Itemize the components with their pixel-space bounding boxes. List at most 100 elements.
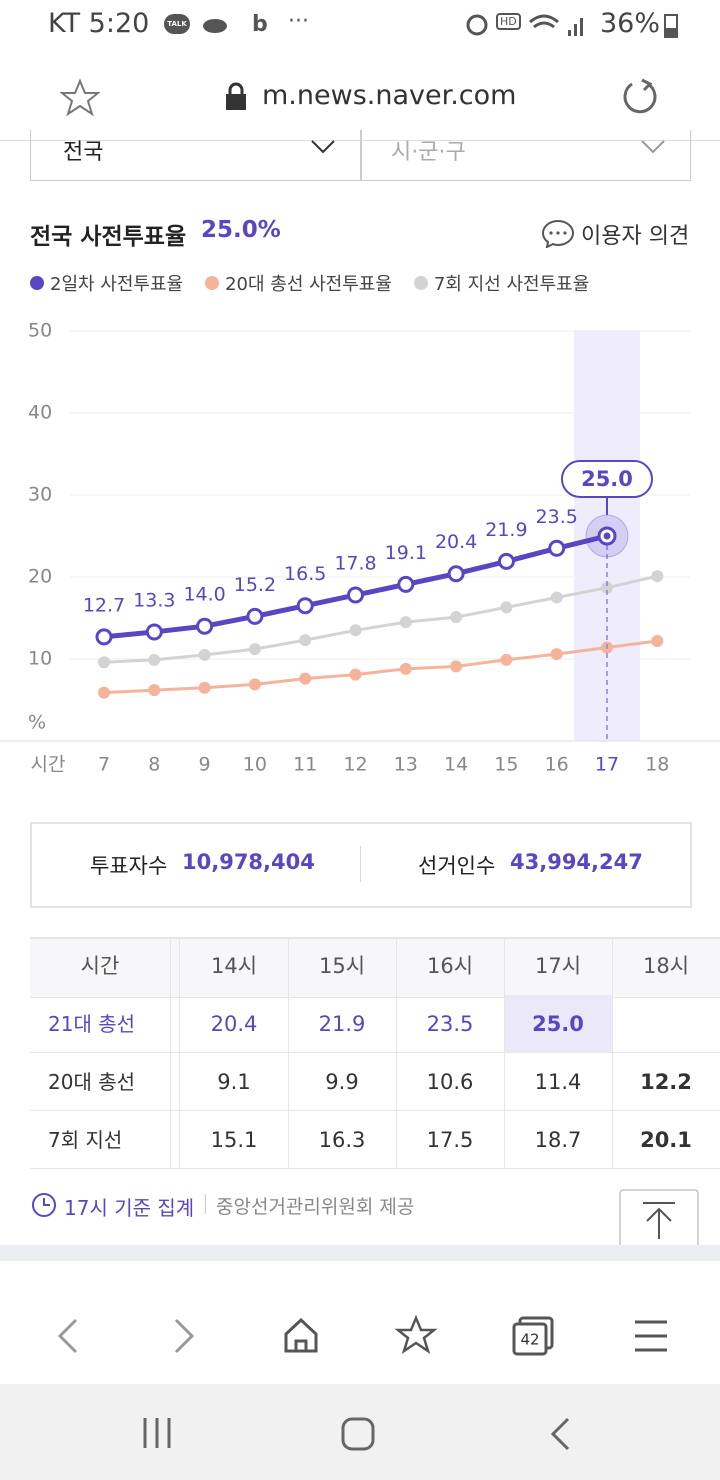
series-line [103, 533, 608, 640]
point [248, 678, 261, 691]
table-cell: 16시 [426, 954, 474, 978]
callout [561, 460, 653, 498]
row-border [30, 1110, 720, 1111]
y-tick-label: 50 [28, 320, 52, 342]
series-line [103, 574, 658, 664]
divider [205, 1194, 206, 1214]
legend-label: 20대 총선 사전투표율 [225, 274, 392, 295]
opinion-link[interactable]: 이용자 의견 [581, 224, 690, 249]
x-tick-label: 7 [98, 754, 110, 776]
point [651, 570, 664, 583]
point [349, 668, 362, 681]
table-cell: 20.1 [640, 1128, 692, 1152]
point-center [603, 532, 611, 540]
point [548, 539, 566, 557]
x-tick-label: 11 [293, 754, 317, 776]
table-cell: 9.1 [217, 1070, 251, 1094]
highlight-cell [505, 995, 612, 1052]
legend-label: 2일차 사전투표율 [50, 274, 184, 295]
series-line [103, 639, 658, 695]
menu[interactable] [635, 1320, 667, 1352]
value-label: 19.1 [385, 542, 427, 564]
recents[interactable] [143, 1418, 171, 1448]
point [95, 628, 113, 646]
table-cell: 15.1 [210, 1128, 258, 1152]
reload[interactable] [620, 76, 660, 116]
tabs[interactable] [512, 1316, 554, 1356]
y-tick-label: 40 [28, 402, 52, 424]
x-axis-label: 시간 [31, 754, 66, 776]
value-label: 12.7 [83, 594, 125, 616]
value-label: 21.9 [485, 519, 527, 541]
system-nav [0, 1384, 720, 1480]
point [500, 653, 513, 666]
status-time: KT 5:20 [48, 8, 150, 39]
table-cell: 17시 [534, 954, 582, 978]
headline-value: 25.0% [201, 217, 281, 243]
electors-label: 선거인수 [418, 854, 496, 878]
home-button[interactable] [341, 1417, 375, 1451]
col-border [170, 937, 180, 1169]
back-button[interactable] [550, 1417, 570, 1451]
x-tick-label: 15 [494, 754, 518, 776]
comment-icon[interactable] [541, 218, 575, 248]
scroll-top[interactable] [619, 1189, 699, 1257]
point [198, 681, 211, 694]
point [296, 597, 314, 615]
table-cell: 20.4 [210, 1012, 258, 1036]
table-cell: 10.6 [426, 1070, 474, 1094]
back[interactable] [57, 1318, 78, 1354]
browser-nav: 42 [57, 1314, 667, 1356]
point [399, 662, 412, 675]
value-label: 23.5 [536, 506, 578, 528]
bookmarks[interactable] [394, 1314, 438, 1354]
svg-text:b: b [252, 12, 268, 37]
table-cell: 15시 [318, 954, 366, 978]
point [450, 660, 463, 673]
region-select[interactable]: 전국 [30, 130, 362, 181]
headline-label: 전국 사전투표율 [30, 224, 187, 250]
table-header-bg [30, 937, 720, 998]
bookmark-star[interactable] [60, 78, 100, 118]
table-cell: 시간 [80, 954, 120, 978]
chevron [311, 140, 335, 154]
table-cell: 21.9 [318, 1012, 366, 1036]
home[interactable] [284, 1317, 318, 1353]
tab-count: 42 [520, 1331, 539, 1349]
x-tick-label: 9 [199, 754, 211, 776]
lock-icon [226, 82, 246, 110]
table-cell: 18.7 [534, 1128, 582, 1152]
point [500, 601, 513, 614]
value-label: 16.5 [284, 563, 326, 585]
district-select[interactable]: 시·군·구 [360, 130, 691, 181]
point [246, 607, 264, 625]
table-cell: 20대 총선 [48, 1070, 136, 1094]
voters-value: 10,978,404 [182, 850, 315, 874]
point [550, 591, 563, 604]
electors-value: 43,994,247 [510, 850, 643, 874]
source: 중앙선거관리위원회 제공 [216, 1196, 415, 1218]
point [98, 656, 110, 669]
x-tick-label: 17 [595, 754, 619, 776]
table-cell: 9.9 [325, 1070, 359, 1094]
legend: 2일차 사전투표율 20대 총선 사전투표율 7회 지선 사전투표율 [30, 270, 589, 296]
clock-icon [32, 1193, 56, 1217]
point [248, 643, 261, 656]
x-tick-label: 18 [645, 754, 669, 776]
url[interactable]: m.news.naver.com [262, 80, 517, 111]
table-cell: 12.2 [640, 1070, 692, 1094]
col-border [612, 937, 613, 1169]
col-border [504, 937, 505, 1169]
point [651, 634, 664, 647]
voters-label: 투표자수 [90, 854, 168, 878]
forward[interactable] [174, 1318, 195, 1354]
y-tick-label: 20 [28, 566, 52, 588]
point [601, 581, 613, 594]
y-axis-label: % [28, 712, 46, 734]
hd-icon: HD [496, 13, 521, 30]
x-tick-label: 12 [343, 754, 367, 776]
table-cell: 17.5 [426, 1128, 474, 1152]
battery-icon [664, 14, 678, 38]
table-cell: 21대 총선 [48, 1012, 136, 1036]
